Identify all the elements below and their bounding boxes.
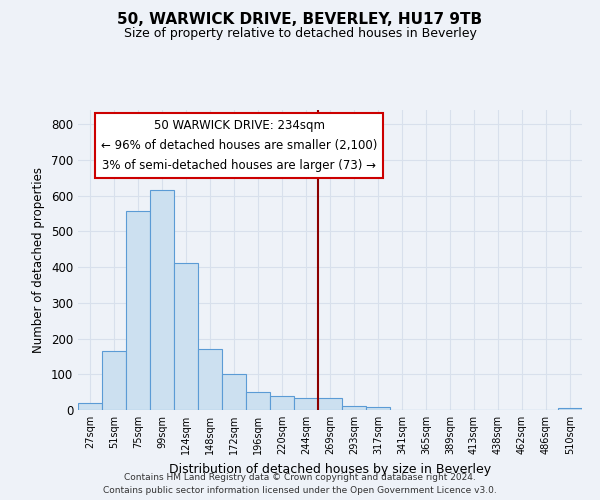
Bar: [102, 351, 126, 410]
Text: Contains public sector information licensed under the Open Government Licence v3: Contains public sector information licen…: [103, 486, 497, 495]
Bar: [246, 392, 270, 410]
Bar: [198, 350, 222, 410]
Bar: [222, 374, 246, 410]
X-axis label: Distribution of detached houses by size in Beverley: Distribution of detached houses by size …: [169, 462, 491, 475]
Y-axis label: Number of detached properties: Number of detached properties: [32, 167, 46, 353]
Bar: [366, 407, 390, 410]
Bar: [294, 398, 318, 410]
Text: Size of property relative to detached houses in Beverley: Size of property relative to detached ho…: [124, 28, 476, 40]
Bar: [342, 406, 366, 410]
Text: Contains HM Land Registry data © Crown copyright and database right 2024.: Contains HM Land Registry data © Crown c…: [124, 472, 476, 482]
Bar: [150, 190, 174, 410]
Bar: [78, 403, 102, 410]
Bar: [126, 210, 150, 410]
Bar: [270, 396, 294, 410]
Bar: [174, 262, 198, 410]
Text: 50 WARWICK DRIVE: 234sqm
← 96% of detached houses are smaller (2,100)
3% of semi: 50 WARWICK DRIVE: 234sqm ← 96% of detach…: [101, 119, 377, 172]
Bar: [318, 398, 342, 410]
Text: 50, WARWICK DRIVE, BEVERLEY, HU17 9TB: 50, WARWICK DRIVE, BEVERLEY, HU17 9TB: [118, 12, 482, 28]
Bar: [558, 408, 582, 410]
